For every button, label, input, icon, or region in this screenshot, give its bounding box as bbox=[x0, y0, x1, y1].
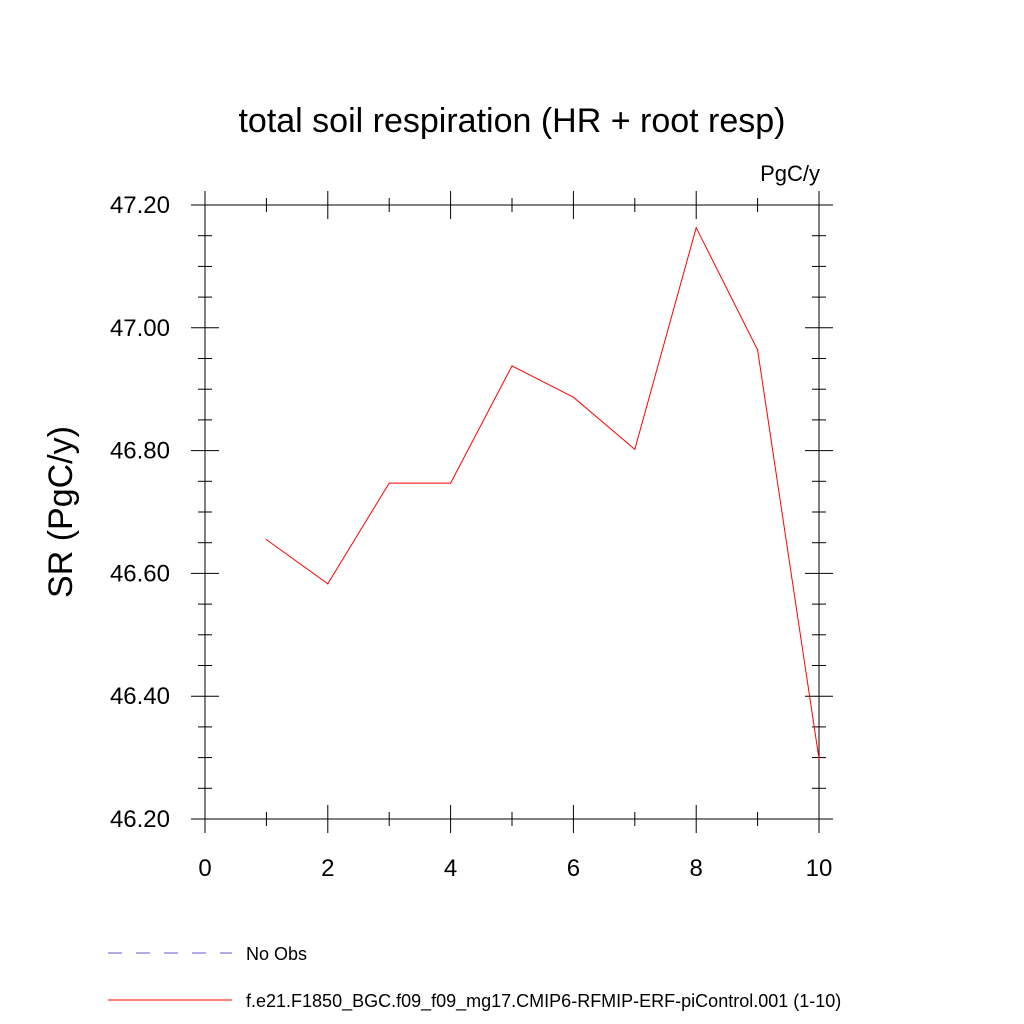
x-tick-label: 6 bbox=[567, 855, 580, 882]
legend: No Obs f.e21.F1850_BGC.f09_f09_mg17.CMIP… bbox=[108, 944, 841, 1012]
series-layer bbox=[265, 226, 820, 760]
data-point bbox=[818, 758, 820, 760]
legend-label-no-obs: No Obs bbox=[246, 944, 307, 964]
y-tick-label: 46.40 bbox=[110, 683, 170, 710]
data-point bbox=[450, 482, 452, 484]
y-tick-label: 47.20 bbox=[110, 192, 170, 219]
data-point bbox=[757, 349, 759, 351]
x-tick-label: 4 bbox=[444, 855, 457, 882]
series-line bbox=[266, 226, 820, 759]
x-tick-label: 10 bbox=[806, 855, 833, 882]
data-point bbox=[572, 396, 575, 398]
x-tick-label: 0 bbox=[198, 855, 211, 882]
data-point bbox=[695, 227, 697, 229]
data-point bbox=[327, 583, 329, 585]
plot-frame bbox=[204, 204, 820, 820]
data-point bbox=[634, 448, 636, 450]
data-point bbox=[265, 539, 267, 541]
data-point bbox=[511, 365, 513, 367]
units-label: PgC/y bbox=[760, 161, 820, 186]
x-tick-label: 2 bbox=[321, 855, 334, 882]
y-tick-label: 47.00 bbox=[110, 315, 170, 342]
y-tick-labels: 46.20 46.40 46.60 46.80 47.00 47.20 bbox=[110, 192, 170, 833]
y-tick-label: 46.20 bbox=[110, 806, 170, 833]
x-tick-labels: 0 2 4 6 8 10 bbox=[198, 855, 832, 882]
y-tick-label: 46.80 bbox=[110, 438, 170, 465]
y-axis-label: SR (PgC/y) bbox=[42, 426, 80, 598]
x-tick-label: 8 bbox=[690, 855, 703, 882]
y-tick-label: 46.60 bbox=[110, 560, 170, 587]
legend-label-series: f.e21.F1850_BGC.f09_f09_mg17.CMIP6-RFMIP… bbox=[246, 991, 841, 1012]
data-point bbox=[388, 482, 390, 484]
axis-ticks bbox=[191, 191, 833, 833]
chart-title: total soil respiration (HR + root resp) bbox=[238, 102, 785, 140]
